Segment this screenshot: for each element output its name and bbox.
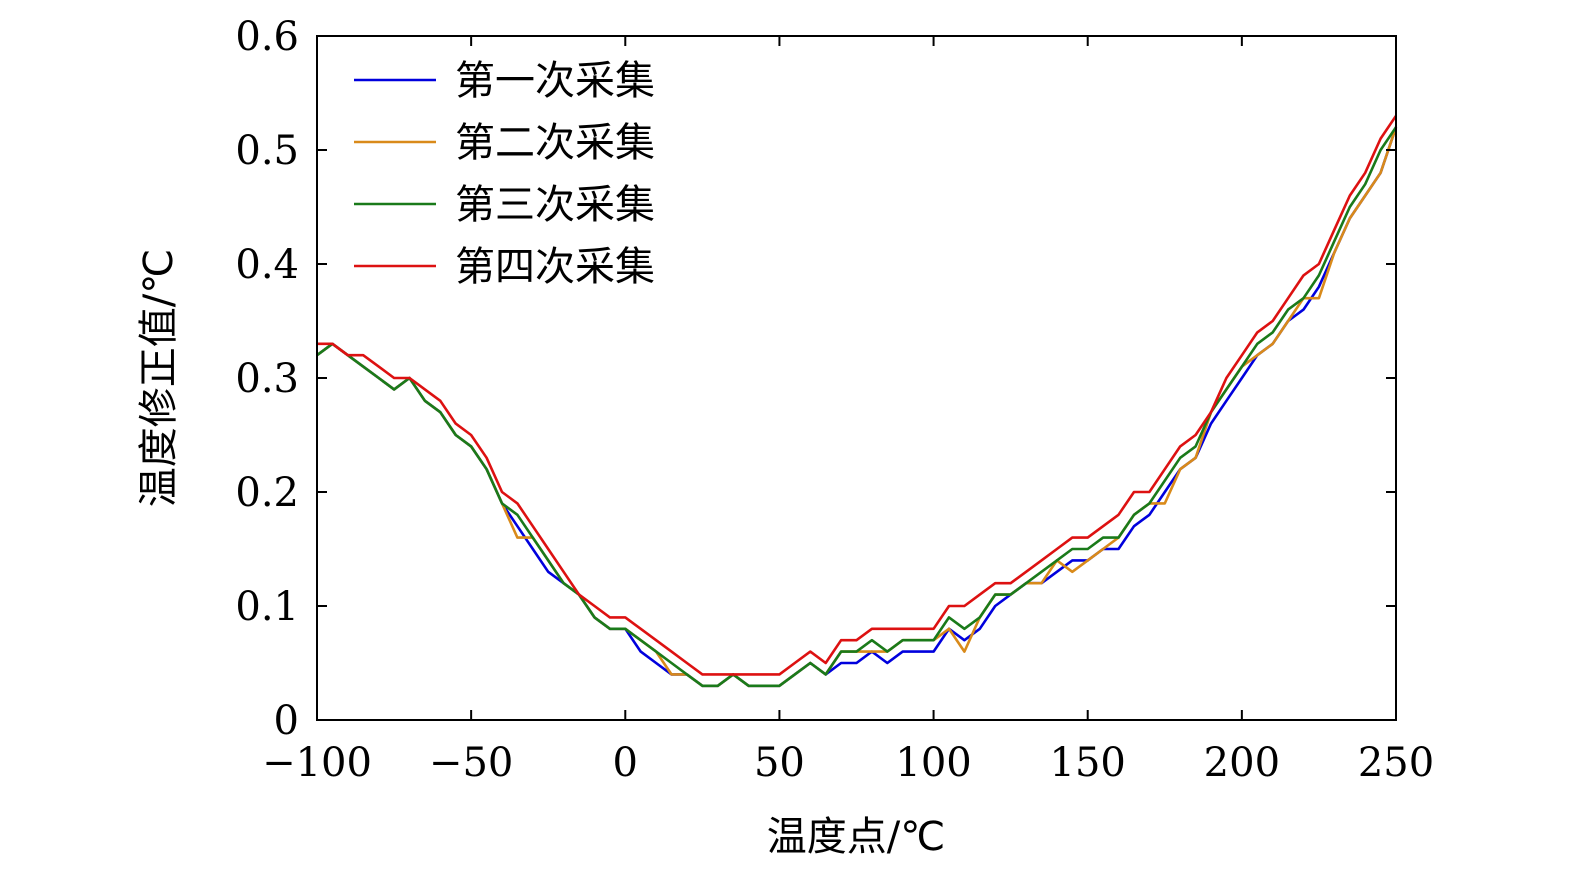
- legend-label-4: 第四次采集: [455, 244, 655, 290]
- y-axis-title: 温度修正值/℃: [136, 249, 182, 507]
- legend-label-2: 第二次采集: [455, 120, 655, 166]
- series-line-4: [317, 115, 1398, 676]
- x-tick-label: 100: [895, 740, 971, 786]
- y-tick-label: 0.6: [235, 14, 299, 60]
- series-line-3: [316, 126, 1398, 688]
- series-layer: [316, 115, 1398, 688]
- y-tick-label: 0.5: [235, 128, 299, 174]
- x-tick-label: −100: [262, 740, 372, 786]
- x-axis-title: 温度点/℃: [767, 814, 945, 860]
- y-tick-label: 0: [274, 698, 299, 744]
- x-tick-label: 200: [1204, 740, 1280, 786]
- y-tick-label: 0.1: [235, 584, 299, 630]
- x-tick-label: 250: [1358, 740, 1434, 786]
- x-tick-label: −50: [429, 740, 513, 786]
- y-tick-label: 0.4: [235, 242, 299, 288]
- legend-label-3: 第三次采集: [455, 182, 655, 228]
- x-tick-label: 50: [754, 740, 805, 786]
- x-tick-label: 150: [1050, 740, 1126, 786]
- x-tick-label: 0: [613, 740, 638, 786]
- tick-layer: −100 −50 0 50 100 150 200 250 0 0.1 0.2 0.3 0.4 0.5 0.…: [235, 14, 1434, 786]
- legend-label-1: 第一次采集: [455, 58, 655, 104]
- y-tick-label: 0.3: [235, 356, 299, 402]
- y-tick-label: 0.2: [235, 470, 299, 516]
